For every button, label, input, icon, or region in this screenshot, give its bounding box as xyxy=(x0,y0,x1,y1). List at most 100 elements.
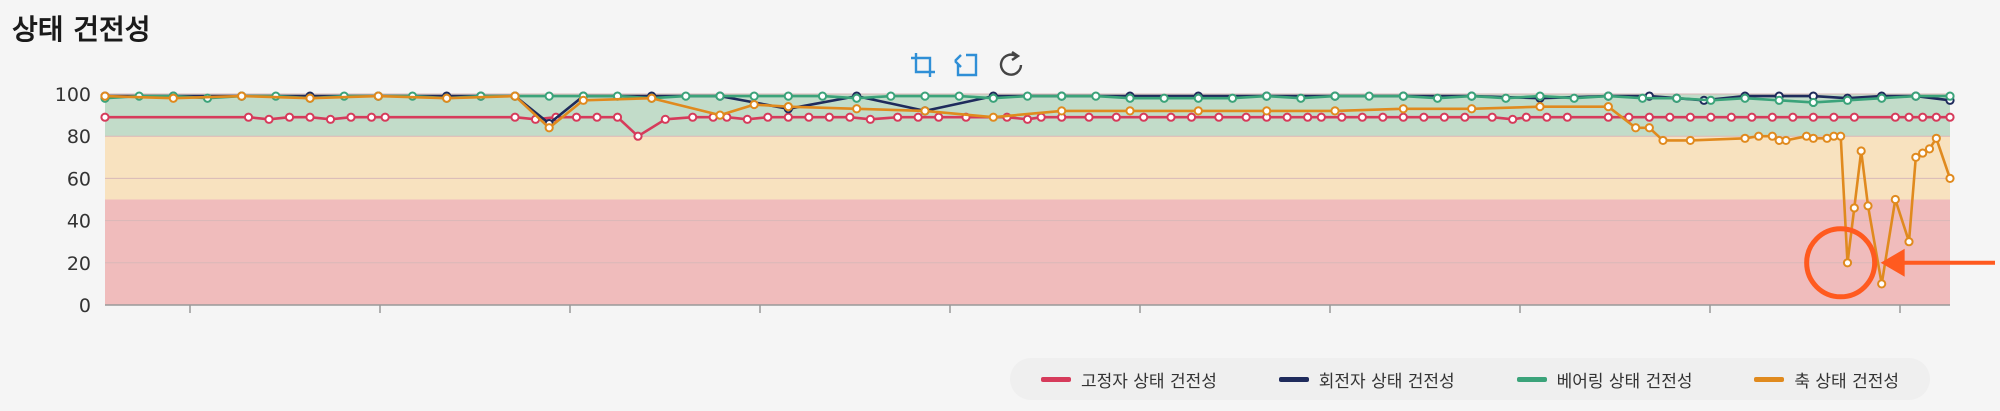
series-0-point xyxy=(612,112,623,122)
series-3-point xyxy=(1911,152,1921,162)
series-0-point xyxy=(100,112,110,122)
series-0-point xyxy=(1767,112,1777,122)
legend-item-2[interactable]: 베어링 상태 건전성 xyxy=(1516,367,1693,392)
series-3-point xyxy=(1836,131,1846,141)
series-3-point xyxy=(647,93,657,103)
series-0-point xyxy=(893,112,903,122)
series-2-point xyxy=(1398,91,1408,101)
y-tick-label: 60 xyxy=(67,168,91,190)
series-2-point xyxy=(1637,93,1648,103)
series-0-point xyxy=(1111,112,1121,122)
series-2-point xyxy=(1296,93,1306,103)
series-0-point xyxy=(1726,112,1736,122)
series-3-point xyxy=(1918,148,1928,158)
series-0-point xyxy=(1808,112,1818,122)
refresh-icon[interactable] xyxy=(994,48,1028,82)
series-3-point xyxy=(1842,258,1853,268)
series-2-point xyxy=(1022,91,1033,101)
series-0-point xyxy=(1419,112,1429,122)
series-0-point xyxy=(305,112,315,122)
series-0-point xyxy=(346,112,356,122)
series-0-point xyxy=(1186,112,1197,122)
series-2-point xyxy=(852,93,862,103)
series-3-point xyxy=(1644,123,1654,133)
series-2-point xyxy=(1945,91,1955,101)
series-0-point xyxy=(325,114,336,124)
series-3-point xyxy=(1740,133,1750,143)
legend-item-0[interactable]: 고정자 상태 건전성 xyxy=(1040,367,1217,392)
annotation-circle xyxy=(1804,226,1878,300)
zoom-reset-icon[interactable] xyxy=(950,48,984,82)
series-0-point xyxy=(660,114,670,124)
series-3-point xyxy=(1262,106,1272,116)
series-2-point xyxy=(1364,91,1374,101)
series-3-point xyxy=(168,93,178,103)
series-0-point xyxy=(1282,112,1292,122)
series-2-point xyxy=(1877,93,1887,103)
series-3-point xyxy=(1658,135,1668,146)
series-0-point xyxy=(1890,112,1900,122)
series-3-point xyxy=(920,106,930,116)
series-2-point xyxy=(1262,91,1272,101)
legend-swatch xyxy=(1754,376,1785,382)
series-2-point xyxy=(749,91,759,101)
series-0-point xyxy=(913,112,923,122)
zoom-select-icon[interactable] xyxy=(906,48,940,82)
series-0-point xyxy=(284,112,295,122)
series-2-point xyxy=(1227,93,1238,103)
series-3-point xyxy=(1890,194,1900,205)
y-tick-label: 80 xyxy=(67,126,91,148)
y-tick-label: 40 xyxy=(67,211,91,233)
series-2-point xyxy=(1569,93,1579,103)
annotation-arrow-head xyxy=(1880,248,1905,277)
series-3-point xyxy=(442,93,452,103)
series-3-point xyxy=(1057,106,1067,116)
series-0-point xyxy=(1166,112,1176,122)
series-3-point xyxy=(1904,237,1914,247)
band-0 xyxy=(105,199,1950,305)
series-0-point xyxy=(1460,112,1470,122)
legend-swatch xyxy=(1278,376,1309,382)
series-2-point xyxy=(886,91,896,101)
series-3-point xyxy=(1467,104,1477,114)
series-2-point xyxy=(1193,93,1203,103)
series-0-point xyxy=(1931,112,1941,122)
series-3-point xyxy=(1767,131,1777,141)
series-0-point xyxy=(1706,112,1716,122)
series-0-point xyxy=(1022,114,1033,124)
series-2-point xyxy=(954,91,964,101)
series-3-point xyxy=(237,91,247,101)
series-3-point xyxy=(1631,123,1641,133)
series-2-point xyxy=(544,91,554,101)
series-0-point xyxy=(1788,112,1798,122)
series-2-point xyxy=(1432,93,1443,103)
series-0-point xyxy=(633,131,643,141)
series-3-point xyxy=(749,99,759,110)
series-0-point xyxy=(1378,112,1388,122)
series-3-point xyxy=(544,123,554,133)
page-title: 상태 건전성 xyxy=(12,13,151,46)
series-0-point xyxy=(1542,112,1552,122)
y-tick-label: 0 xyxy=(79,295,91,317)
series-2-point xyxy=(1535,91,1545,101)
series-0-point xyxy=(1665,112,1675,122)
series-0-point xyxy=(1398,112,1408,122)
series-0-point xyxy=(1303,112,1313,122)
legend-swatch xyxy=(1040,376,1071,382)
series-2-point xyxy=(1467,91,1477,101)
legend-item-3[interactable]: 축 상태 건전성 xyxy=(1754,367,1899,392)
series-3-point xyxy=(578,95,588,105)
series-0-point xyxy=(1241,112,1251,122)
series-0-point xyxy=(1084,112,1094,122)
series-0-point xyxy=(1036,112,1046,122)
series-2-point xyxy=(817,91,828,101)
y-tick-label: 100 xyxy=(55,84,91,106)
series-3-point xyxy=(1603,102,1613,112)
legend-item-1[interactable]: 회전자 상태 건전성 xyxy=(1278,367,1455,392)
series-3-point xyxy=(1924,144,1935,154)
series-2-point xyxy=(1159,93,1169,103)
series-0-point xyxy=(934,112,944,122)
series-3-point xyxy=(852,104,862,114)
series-2-point xyxy=(1672,93,1682,103)
series-0-point xyxy=(1487,112,1497,122)
